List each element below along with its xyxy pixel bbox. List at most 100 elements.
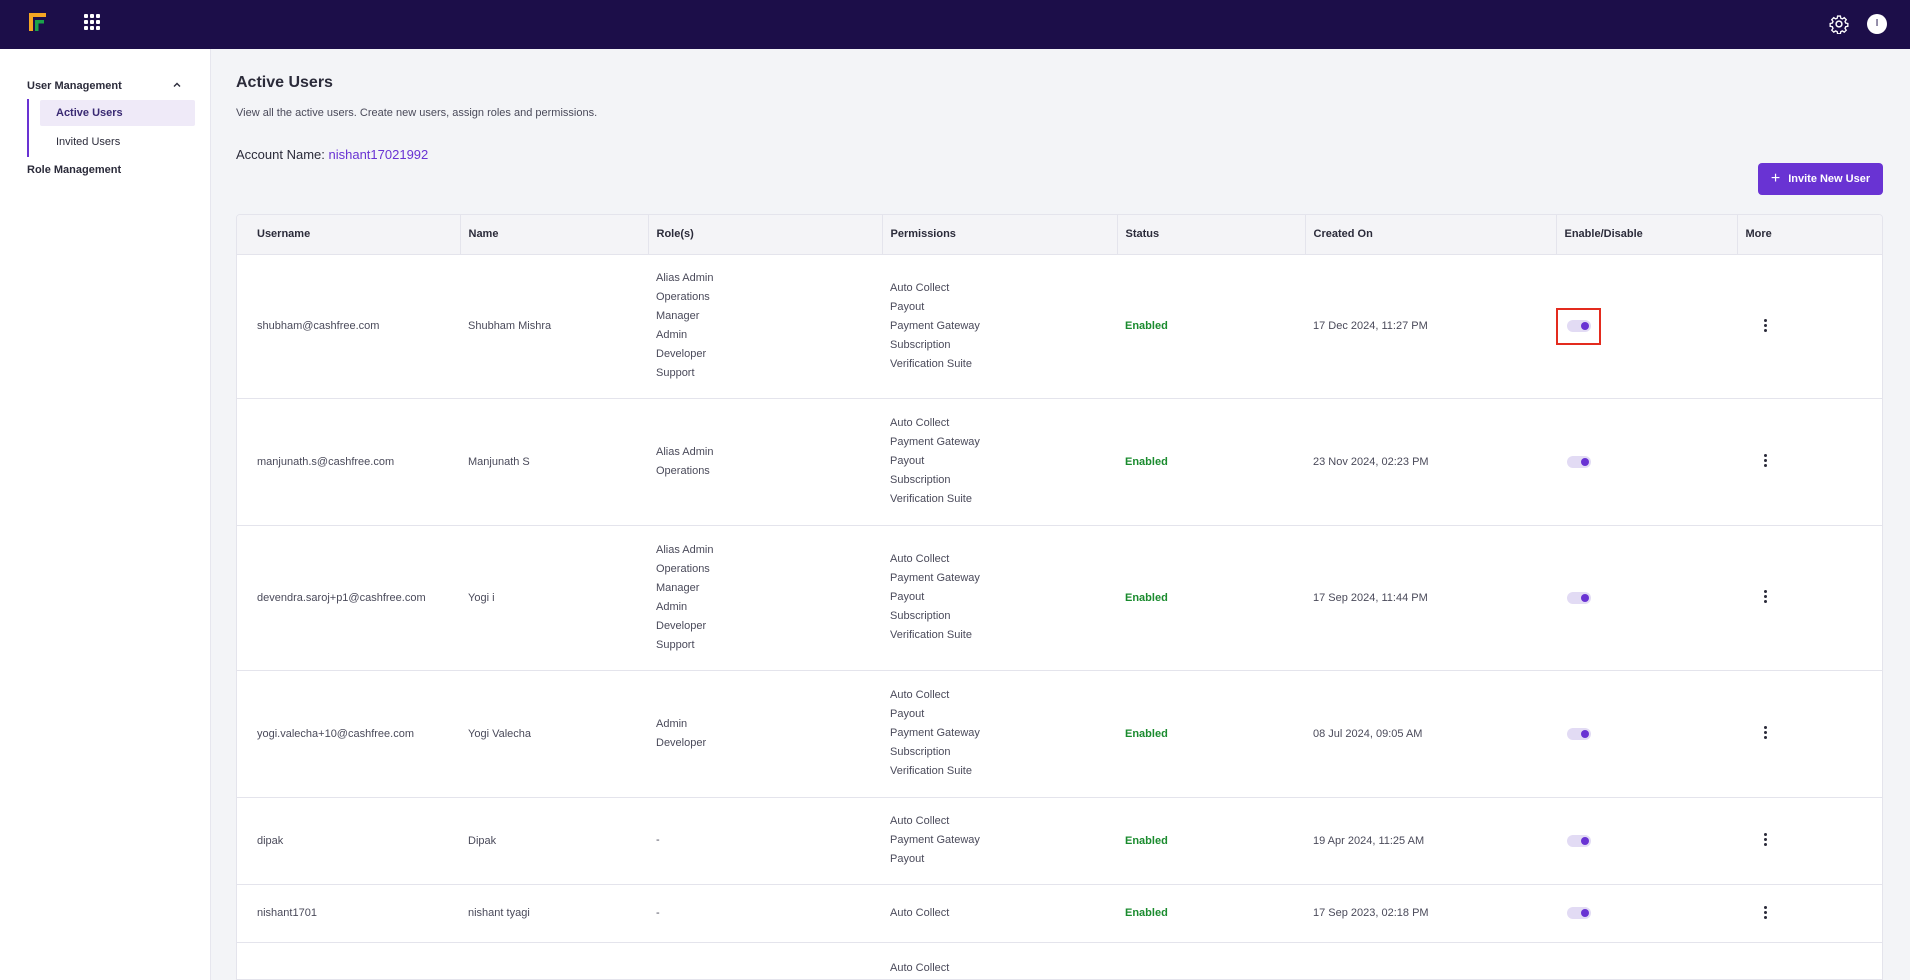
- cell-more: [1737, 884, 1882, 943]
- cell-username: [237, 942, 460, 979]
- permission-item: Auto Collect: [890, 689, 950, 701]
- permission-item: Payment Gateway: [890, 572, 980, 584]
- cell-username: yogi.valecha+10@cashfree.com: [237, 670, 460, 798]
- cell-name: Yogi Valecha: [460, 670, 648, 798]
- enable-toggle[interactable]: [1566, 320, 1591, 332]
- cell-name: nishant tyagi: [460, 884, 648, 943]
- cell-username: devendra.saroj+p1@cashfree.com: [237, 525, 460, 671]
- role-item: Developer: [656, 736, 707, 749]
- more-options-icon[interactable]: [1759, 318, 1771, 332]
- name-text: Manjunath S: [468, 455, 530, 468]
- cell-status: [1117, 942, 1305, 979]
- invite-new-user-button[interactable]: + Invite New User: [1758, 163, 1883, 195]
- enable-toggle[interactable]: [1566, 727, 1591, 740]
- name-text: Shubham Mishra: [468, 320, 552, 332]
- toggle-knob: [1580, 909, 1589, 917]
- table-row: yogi.valecha+10@cashfree.com Yogi Valecha…: [237, 670, 1882, 798]
- permission-item: Auto Collect: [890, 961, 950, 974]
- toggle-knob: [1580, 836, 1589, 845]
- more-options-icon[interactable]: [1759, 453, 1771, 467]
- cell-name: Manjunath S: [460, 398, 648, 526]
- permission-item: Payout: [890, 455, 925, 467]
- role-item: Alias Admin: [656, 445, 714, 458]
- cell-roles: Alias Admin Operations: [648, 398, 882, 526]
- more-options-icon[interactable]: [1759, 725, 1771, 739]
- enable-toggle[interactable]: [1566, 907, 1591, 919]
- plus-icon: +: [1770, 170, 1781, 187]
- sidebar-group-user-management[interactable]: User Management: [27, 80, 122, 92]
- column-header-username: Username: [237, 215, 461, 255]
- enable-toggle-container: [1556, 822, 1601, 859]
- apps-grid-icon[interactable]: [84, 14, 100, 30]
- role-item: Admin: [656, 600, 688, 613]
- permission-item: Payment Gateway: [890, 319, 980, 332]
- gear-icon[interactable]: [1829, 14, 1849, 34]
- cashfree-logo-icon[interactable]: [26, 11, 48, 33]
- cell-enable-disable: [1556, 525, 1737, 671]
- cell-more: [1737, 254, 1882, 399]
- chevron-up-icon[interactable]: [171, 79, 183, 91]
- cell-name: Shubham Mishra: [460, 254, 648, 399]
- created-on-text: 08 Jul 2024, 09:05 AM: [1313, 727, 1423, 740]
- cell-status: Enabled: [1117, 670, 1305, 798]
- created-on-text: 19 Apr 2024, 11:25 AM: [1313, 834, 1425, 847]
- cell-enable-disable: [1556, 398, 1737, 526]
- sidebar-item-role-management[interactable]: Role Management: [27, 164, 122, 176]
- cell-more: [1737, 797, 1882, 885]
- cell-permissions: Auto Collect Payment Gateway Payout Subscri…: [882, 398, 1117, 526]
- enable-toggle[interactable]: [1566, 834, 1591, 847]
- enable-toggle-container: [1556, 579, 1601, 616]
- cell-more: [1737, 670, 1882, 798]
- status-badge: Enabled: [1125, 591, 1168, 604]
- permission-item: Subscription: [890, 474, 951, 486]
- column-header-name: Name: [460, 215, 649, 255]
- role-item: -: [656, 906, 660, 919]
- status-badge: Enabled: [1125, 320, 1168, 332]
- created-on-text: 17 Sep 2024, 11:44 PM: [1313, 591, 1428, 604]
- account-name: Account Name: nishant17021992: [236, 147, 428, 162]
- name-text: Dipak: [468, 834, 497, 847]
- permission-item: Subscription: [890, 338, 951, 351]
- cell-created-on: 17 Sep 2023, 02:18 PM: [1305, 884, 1556, 943]
- enable-toggle-container: [1556, 715, 1601, 752]
- cell-created-on: 17 Sep 2024, 11:44 PM: [1305, 525, 1556, 671]
- role-item: Admin: [656, 717, 688, 730]
- column-header-enable-disable: Enable/Disable: [1556, 215, 1738, 255]
- permission-item: Payout: [890, 708, 925, 720]
- status-badge: Enabled: [1125, 907, 1168, 919]
- permission-item: Verification Suite: [890, 629, 972, 641]
- cell-permissions: Auto Collect Payout Payment Gateway Subscri…: [882, 670, 1117, 798]
- more-options-icon[interactable]: [1759, 832, 1771, 846]
- more-options-icon[interactable]: [1759, 905, 1771, 919]
- username-text: dipak: [257, 834, 284, 847]
- table-header-row: Username Name Role(s) Permissions Status…: [237, 215, 1882, 255]
- cell-created-on: 17 Dec 2024, 11:27 PM: [1305, 254, 1556, 399]
- cell-permissions: Auto Collect: [882, 884, 1117, 943]
- sidebar-item-invited-users[interactable]: Invited Users: [56, 136, 121, 148]
- cell-created-on: 19 Apr 2024, 11:25 AM: [1305, 797, 1556, 885]
- cell-permissions: Auto Collect Payout Payment Gateway Subscri…: [882, 254, 1117, 399]
- cell-status: Enabled: [1117, 797, 1305, 885]
- toggle-knob: [1580, 457, 1589, 466]
- name-text: Yogi Valecha: [468, 727, 531, 740]
- cell-enable-disable: [1556, 797, 1737, 885]
- enable-toggle[interactable]: [1566, 591, 1591, 604]
- sidebar-item-active-users[interactable]: Active Users: [40, 100, 195, 126]
- enable-toggle[interactable]: [1566, 455, 1591, 468]
- role-item: Developer: [656, 348, 707, 360]
- name-text: Yogi i: [468, 591, 495, 604]
- more-options-icon[interactable]: [1759, 589, 1771, 603]
- table-row: nishant1701 nishant tyagi - Auto Collect Ena…: [237, 884, 1882, 943]
- permission-item: Subscription: [890, 610, 951, 622]
- cell-enable-disable: [1556, 670, 1737, 798]
- user-avatar[interactable]: I: [1867, 14, 1887, 34]
- username-text: manjunath.s@cashfree.com: [257, 455, 395, 468]
- permission-item: Payment Gateway: [890, 436, 980, 448]
- role-item: Developer: [656, 619, 707, 632]
- permission-item: Auto Collect: [890, 281, 950, 294]
- cell-permissions: Auto Collect Payment Gateway Payout: [882, 797, 1117, 885]
- cell-more: [1737, 398, 1882, 526]
- cell-more: [1737, 525, 1882, 671]
- table-row: manjunath.s@cashfree.com Manjunath S Alias…: [237, 398, 1882, 526]
